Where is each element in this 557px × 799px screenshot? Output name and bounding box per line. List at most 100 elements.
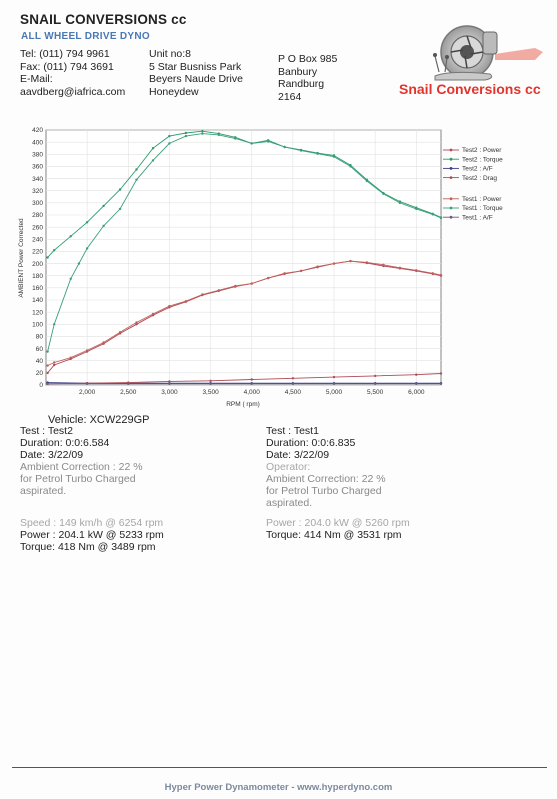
data-point-test1-torque — [365, 179, 369, 183]
contact-block: Tel: (011) 794 9961 Fax: (011) 794 3691 … — [20, 48, 125, 98]
test2-info: Test : Test2 Duration: 0:0:6.584 Date: 3… — [20, 425, 143, 497]
data-point-test1-torque — [250, 142, 253, 145]
data-point-test2-drag — [250, 378, 253, 381]
series-line-test2-torque — [47, 130, 442, 258]
y-tick-label: 200 — [32, 261, 43, 268]
data-point-test1-a-f — [85, 382, 89, 385]
legend-marker — [449, 157, 453, 161]
legend-entry: Test2 : A/F — [462, 166, 493, 173]
data-point-test2-power — [135, 323, 138, 326]
data-point-test2-power — [46, 371, 49, 375]
data-point-test1-torque — [267, 140, 270, 143]
data-point-test1-power — [398, 266, 402, 269]
data-point-test2-torque — [184, 131, 188, 135]
y-tick-label: 0 — [39, 382, 43, 389]
data-point-test1-a-f — [209, 382, 212, 385]
y-tick-label: 400 — [32, 139, 43, 146]
y-tick-label: 40 — [36, 358, 44, 365]
data-point-test1-torque — [118, 207, 122, 211]
data-point-test1-torque — [415, 207, 418, 211]
data-point-test2-torque — [118, 188, 122, 191]
postal-line: P O Box 985 — [278, 53, 338, 65]
data-point-test2-drag — [439, 372, 443, 375]
data-point-test1-power — [201, 293, 204, 296]
legend-marker — [449, 206, 453, 210]
data-point-test1-a-f — [127, 382, 130, 385]
test-operator: Operator: — [266, 461, 311, 473]
footer-text: Hyper Power Dynamometer - www.hyperdyno.… — [164, 782, 393, 793]
data-point-test2-torque — [168, 134, 171, 138]
data-point-test1-a-f — [168, 382, 171, 385]
y-tick-label: 340 — [32, 176, 43, 183]
test1-info: Test : Test1 Duration: 0:0:6.835 Date: 3… — [266, 425, 386, 509]
contact-email: aavdberg@iafrica.com — [20, 85, 126, 98]
plot-area — [45, 129, 442, 386]
postal-line: Banbury — [278, 65, 318, 78]
y-axis-label: AMBIENT Power Corrected — [18, 218, 25, 298]
data-point-test2-torque — [135, 168, 138, 171]
data-point-test1-a-f — [250, 382, 253, 385]
correction-detail: aspirated. — [266, 497, 313, 509]
grid — [46, 129, 441, 386]
test-duration: Duration: 0:0:6.584 — [20, 437, 110, 449]
x-tick-label: 3,500 — [202, 389, 219, 396]
data-point-test1-torque — [46, 350, 49, 353]
data-point-test2-torque — [102, 204, 105, 208]
test-name: Test : Test1 — [266, 425, 319, 437]
address-line: 5 Star Busniss Park — [149, 60, 242, 73]
test-name: Test : Test2 — [20, 425, 73, 437]
company-name: SNAIL CONVERSIONS cc — [20, 12, 187, 27]
data-point-test1-torque — [184, 134, 188, 138]
data-point-test1-torque — [439, 216, 443, 220]
y-tick-label: 420 — [32, 127, 43, 134]
data-point-test1-torque — [299, 149, 303, 152]
postal-line: Randburg — [278, 78, 325, 90]
data-point-test2-torque — [46, 256, 49, 259]
data-point-test1-power — [250, 282, 253, 285]
series-lines — [46, 130, 443, 385]
data-point-test1-power — [283, 272, 286, 275]
data-point-test1-power — [85, 349, 89, 352]
max-torque: Torque: 418 Nm @ 3489 rpm — [20, 541, 156, 553]
y-tick-label: 280 — [32, 212, 43, 219]
y-tick-label: 100 — [32, 321, 43, 328]
x-tick-label: 4,500 — [285, 389, 302, 396]
data-point-test1-power — [267, 276, 270, 280]
data-point-test1-power — [332, 262, 336, 265]
data-point-test1-torque — [316, 152, 319, 155]
x-tick-label: 2,500 — [120, 389, 137, 396]
legend-entry: Test2 : Torque — [462, 156, 503, 163]
test-date: Date: 3/22/09 — [266, 449, 330, 461]
contact-email-label: E-Mail: — [20, 73, 53, 85]
data-point-test2-torque — [85, 221, 89, 224]
address-line: Beyers Naude Drive — [149, 73, 243, 85]
data-point-test2-torque — [53, 249, 56, 252]
data-point-test1-a-f — [374, 382, 377, 385]
y-tick-label: 320 — [32, 188, 43, 195]
data-point-test2-drag — [332, 375, 336, 379]
legend-marker — [449, 215, 453, 219]
data-point-test1-power — [168, 304, 171, 308]
address-line: Unit no:8 — [149, 48, 192, 60]
vehicle-id: Vehicle: XCW229GP — [48, 414, 150, 426]
data-point-test1-torque — [283, 145, 286, 149]
y-tick-label: 140 — [32, 297, 43, 304]
contact-tel: Tel: (011) 794 9961 — [20, 48, 110, 60]
data-point-test1-torque — [217, 133, 220, 137]
address-block: Unit no:8 5 Star Busniss Park Beyers Nau… — [149, 48, 243, 98]
test1-results: Power : 204.0 kW @ 5260 rpm Torque: 414 … — [266, 517, 410, 541]
data-point-test2-power — [53, 363, 56, 367]
data-point-test1-power — [439, 273, 443, 277]
data-point-test1-power — [431, 272, 434, 275]
data-point-test1-a-f — [291, 382, 295, 385]
data-point-test1-a-f — [332, 382, 336, 385]
x-tick-label: 2,000 — [79, 389, 96, 396]
data-point-test1-torque — [151, 159, 155, 162]
data-point-test1-torque — [168, 142, 171, 145]
data-point-test2-drag — [209, 379, 212, 382]
max-power: Power : 204.0 kW @ 5260 rpm — [266, 517, 410, 529]
test2-results: Speed : 149 km/h @ 6254 rpm Power : 204.… — [20, 517, 164, 553]
data-point-test1-torque — [77, 262, 81, 265]
legend-marker — [449, 167, 453, 170]
data-point-test2-drag — [415, 373, 418, 376]
